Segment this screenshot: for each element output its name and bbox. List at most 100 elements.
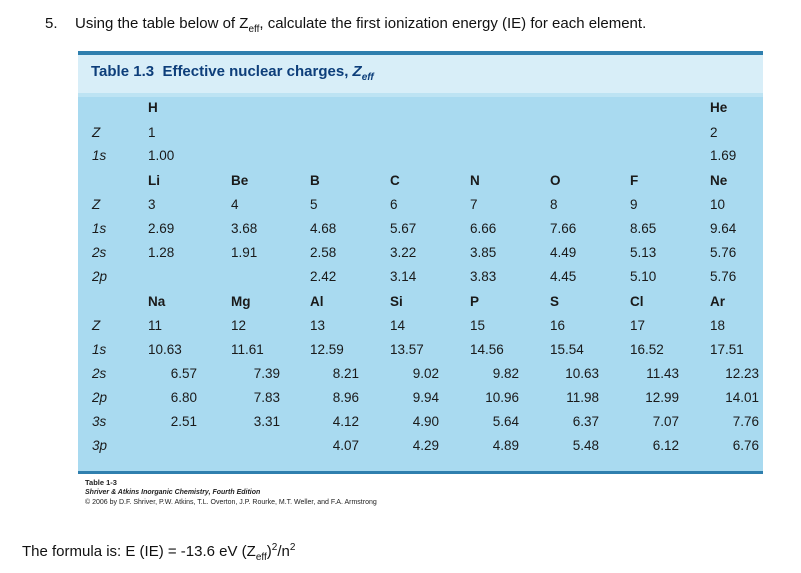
- zeff-value: 6.37: [572, 414, 599, 429]
- formula-sub: eff: [255, 552, 267, 563]
- z-value: 9: [630, 197, 638, 212]
- row-label: 3p: [92, 438, 108, 453]
- zeff-value: 4.68: [310, 221, 337, 236]
- zeff-value: 4.89: [492, 438, 519, 453]
- zeff-value: 7.83: [253, 390, 280, 405]
- zeff-value: 4.45: [550, 269, 577, 284]
- zeff-value: 14.56: [470, 342, 504, 357]
- zeff-value: 5.76: [710, 245, 737, 260]
- element-symbol: Ar: [710, 294, 726, 309]
- z-value: 14: [390, 318, 406, 333]
- zeff-value: 6.57: [170, 366, 197, 381]
- zeff-value: 3.22: [390, 245, 417, 260]
- element-symbol: Mg: [231, 294, 251, 309]
- row-label: 2s: [92, 245, 107, 260]
- zeff-value: 2.51: [170, 414, 197, 429]
- credit-line-1: Table 1-3: [85, 478, 117, 487]
- zeff-value: 15.54: [550, 342, 584, 357]
- zeff-value: 7.66: [550, 221, 577, 236]
- z-value: 8: [550, 197, 558, 212]
- element-symbol: Be: [231, 173, 249, 188]
- row-label: Z: [92, 197, 101, 212]
- zeff-value: 7.76: [732, 414, 759, 429]
- table-title: Table 1.3 Effective nuclear charges, Zef…: [91, 63, 374, 83]
- zeff-value: 14.01: [725, 390, 759, 405]
- zeff-value: 5.67: [390, 221, 417, 236]
- element-symbol: Al: [310, 294, 324, 309]
- row-label: 2p: [92, 269, 108, 284]
- table-credit: Table 1-3 Shriver & Atkins Inorganic Che…: [85, 478, 377, 508]
- z-value: 6: [390, 197, 398, 212]
- zeff-value: 3.83: [470, 269, 497, 284]
- z-value: 12: [231, 318, 247, 333]
- zeff-value: 3.85: [470, 245, 497, 260]
- formula-sup: 2: [271, 542, 278, 553]
- formula-suffix: /n: [277, 543, 290, 560]
- row-label: 3s: [92, 414, 107, 429]
- zeff-value: 6.66: [470, 221, 497, 236]
- zeff-value: 17.51: [710, 342, 744, 357]
- zeff-value: 6.12: [652, 438, 679, 453]
- zeff-value: 2.58: [310, 245, 337, 260]
- element-symbol: He: [710, 100, 728, 115]
- element-symbol: P: [470, 294, 480, 309]
- credit-line-2: Shriver & Atkins Inorganic Chemistry, Fo…: [85, 489, 261, 496]
- formula-mid: ): [266, 543, 272, 560]
- zeff-value: 2.42: [310, 269, 337, 284]
- zeff-value: 5.13: [630, 245, 657, 260]
- element-symbol: Cl: [630, 294, 644, 309]
- question-number: 5.: [45, 15, 58, 32]
- element-symbol: S: [550, 294, 560, 309]
- element-symbol: H: [148, 100, 158, 115]
- zeff-value: 7.07: [652, 414, 679, 429]
- question-text: 5. Using the table below of Zeff, calcula…: [45, 15, 646, 35]
- question-subscript: eff: [248, 24, 260, 35]
- zeff-value: 8.96: [332, 390, 359, 405]
- z-value: 11: [148, 318, 163, 333]
- formula-text: The formula is: E (IE) = -13.6 eV (Zeff)…: [22, 542, 295, 563]
- zeff-value: 1.69: [710, 148, 737, 163]
- zeff-value: 1.28: [148, 245, 175, 260]
- element-symbol: C: [390, 173, 400, 188]
- table-title-sub: eff: [361, 72, 374, 83]
- z-value: 7: [470, 197, 478, 212]
- zeff-value: 1.91: [231, 245, 258, 260]
- element-symbol: Ne: [710, 173, 728, 188]
- zeff-value: 4.90: [412, 414, 439, 429]
- table-top-rule: [78, 51, 763, 55]
- zeff-value: 7.39: [253, 366, 280, 381]
- table-bottom-rule: [78, 471, 763, 474]
- zeff-value: 6.80: [170, 390, 197, 405]
- table-title-symbol: Z: [352, 63, 362, 80]
- row-label: 2p: [92, 390, 108, 405]
- zeff-value: 12.99: [645, 390, 679, 405]
- z-value: 1: [148, 125, 156, 140]
- element-symbol: Si: [390, 294, 403, 309]
- zeff-value: 8.21: [332, 366, 359, 381]
- z-value: 13: [310, 318, 326, 333]
- zeff-value: 10.63: [148, 342, 182, 357]
- zeff-value: 4.12: [332, 414, 359, 429]
- formula-prefix: The formula is: E (IE) = -13.6 eV (Z: [22, 543, 256, 560]
- z-value: 18: [710, 318, 726, 333]
- z-value: 17: [630, 318, 646, 333]
- row-label: Z: [92, 318, 101, 333]
- table-body: [78, 97, 763, 471]
- table-header: Table 1.3 Effective nuclear charges, Zef…: [78, 55, 763, 93]
- zeff-value: 12.23: [725, 366, 759, 381]
- element-symbol: Li: [148, 173, 160, 188]
- z-value: 10: [710, 197, 726, 212]
- zeff-value: 9.02: [412, 366, 439, 381]
- row-label: 1s: [92, 342, 107, 357]
- row-label: Z: [92, 125, 101, 140]
- zeff-value: 5.76: [710, 269, 737, 284]
- zeff-value: 16.52: [630, 342, 664, 357]
- zeff-value: 10.96: [485, 390, 519, 405]
- element-symbol: F: [630, 173, 639, 188]
- zeff-value: 10.63: [565, 366, 599, 381]
- zeff-value: 4.07: [332, 438, 359, 453]
- element-symbol: N: [470, 173, 480, 188]
- z-value: 15: [470, 318, 486, 333]
- zeff-value: 11.61: [231, 342, 264, 357]
- table-title-text: Effective nuclear charges,: [162, 63, 349, 80]
